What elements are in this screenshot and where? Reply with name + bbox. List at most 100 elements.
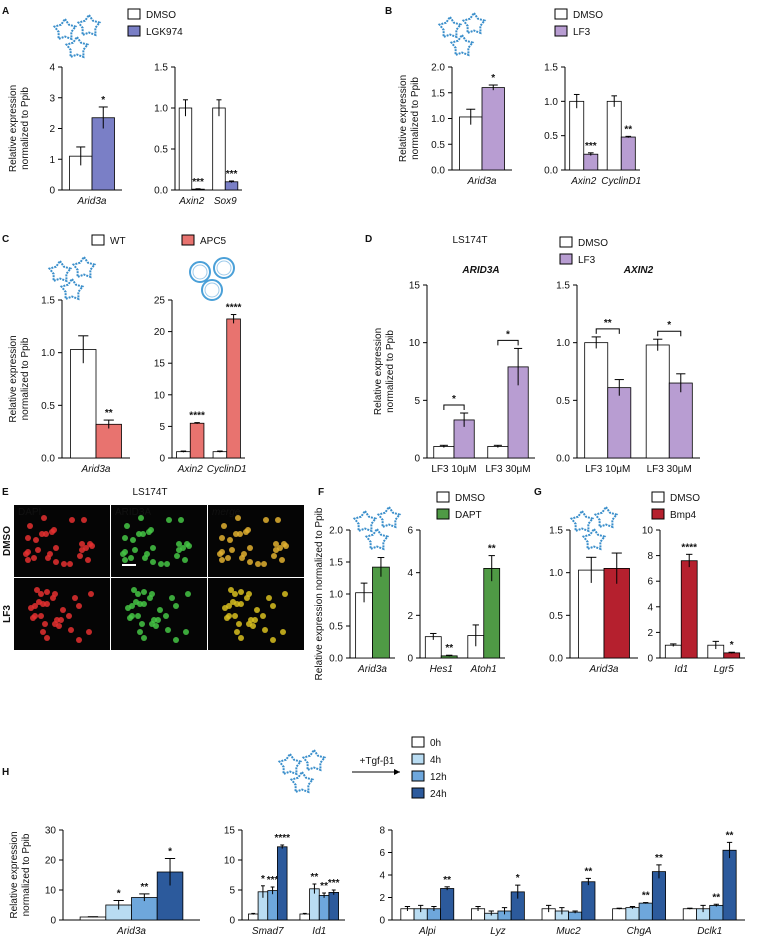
significance: **** bbox=[681, 542, 697, 553]
nucleus bbox=[136, 531, 142, 537]
nucleus bbox=[66, 613, 72, 619]
significance: ** bbox=[311, 872, 319, 883]
significance: * bbox=[168, 847, 172, 858]
nucleus bbox=[235, 515, 241, 521]
y-tick-label: 10 bbox=[642, 526, 654, 537]
subplot-title: ARID3A bbox=[461, 265, 499, 276]
nucleus bbox=[72, 595, 78, 601]
x-tick-label: Id1 bbox=[312, 926, 326, 937]
bar bbox=[433, 446, 455, 459]
nucleus bbox=[122, 549, 128, 555]
y-tick-label: 0.0 bbox=[431, 166, 445, 177]
bar bbox=[481, 87, 505, 171]
nucleus bbox=[25, 535, 31, 541]
y-tick-label: 2 bbox=[647, 628, 653, 639]
legend-label: DMSO bbox=[455, 493, 485, 504]
nucleus bbox=[281, 541, 287, 547]
nucleus bbox=[185, 591, 191, 597]
bar bbox=[424, 636, 442, 659]
bracket bbox=[443, 404, 465, 411]
nucleus bbox=[273, 541, 279, 547]
y-tick-label: 10 bbox=[45, 886, 57, 897]
legend-label: Bmp4 bbox=[670, 510, 697, 521]
significance: **** bbox=[274, 833, 290, 844]
nucleus bbox=[246, 591, 252, 597]
nucleus bbox=[68, 627, 74, 633]
nucleus bbox=[271, 553, 277, 559]
legend-label: LGK974 bbox=[146, 27, 183, 38]
y-tick-label: 25 bbox=[154, 296, 166, 307]
legend-label: DMSO bbox=[578, 238, 608, 249]
bar bbox=[709, 904, 724, 921]
bar bbox=[212, 107, 226, 191]
bar bbox=[267, 890, 278, 921]
legend-label: DMSO bbox=[670, 493, 700, 504]
nucleus bbox=[76, 603, 82, 609]
nucleus bbox=[44, 589, 50, 595]
bar bbox=[70, 349, 97, 459]
bar bbox=[299, 913, 310, 921]
bar bbox=[612, 908, 627, 921]
x-tick-label: Smad7 bbox=[252, 926, 284, 937]
nucleus bbox=[245, 527, 251, 533]
nucleus bbox=[79, 541, 85, 547]
x-tick-label: Lyz bbox=[490, 926, 505, 937]
cell-icon bbox=[376, 505, 402, 529]
y-axis-label: normalized to Ppib bbox=[21, 833, 32, 916]
cell-icon bbox=[301, 748, 327, 772]
legend-label: DAPT bbox=[455, 510, 482, 521]
y-tick-label: 1.5 bbox=[329, 558, 343, 569]
significance: ** bbox=[584, 866, 592, 877]
bar bbox=[328, 892, 339, 921]
y-tick-label: 2.0 bbox=[431, 63, 445, 74]
y-tick-label: 0.0 bbox=[154, 186, 168, 197]
legend-swatch bbox=[436, 508, 450, 520]
significance: * bbox=[667, 320, 671, 331]
x-tick-label: Hes1 bbox=[430, 664, 453, 675]
bar bbox=[372, 566, 390, 659]
cell-icon bbox=[64, 35, 90, 59]
x-tick-label: Id1 bbox=[674, 664, 688, 675]
cell-icon bbox=[277, 752, 303, 776]
x-tick-label: Atoh1 bbox=[470, 664, 497, 675]
y-tick-label: 0 bbox=[50, 916, 56, 927]
nucleus bbox=[238, 635, 244, 641]
legend-label: 4h bbox=[430, 755, 441, 766]
y-tick-label: 0.0 bbox=[544, 166, 558, 177]
y-tick-label: 15 bbox=[224, 826, 236, 837]
nucleus bbox=[232, 591, 238, 597]
y-tick-label: 15 bbox=[154, 359, 166, 370]
significance: *** bbox=[192, 177, 204, 188]
bar bbox=[318, 895, 330, 921]
nucleus bbox=[270, 637, 276, 643]
nucleus bbox=[44, 635, 50, 641]
y-tick-label: 1.0 bbox=[544, 97, 558, 108]
nucleus bbox=[173, 603, 179, 609]
y-tick-label: 0.0 bbox=[549, 654, 563, 665]
bar bbox=[355, 592, 373, 659]
legend-label: WT bbox=[110, 236, 126, 247]
nucleus bbox=[219, 557, 225, 563]
cell-icon bbox=[71, 255, 97, 279]
cell-icon bbox=[449, 33, 475, 57]
y-tick-label: 8 bbox=[379, 826, 385, 837]
y-tick-label: 10 bbox=[409, 338, 421, 349]
y-tick-label: 0.5 bbox=[544, 131, 558, 142]
bar bbox=[607, 387, 632, 459]
nucleus bbox=[141, 589, 147, 595]
panel-label: D bbox=[365, 234, 372, 245]
cell-icon bbox=[461, 11, 487, 35]
nucleus bbox=[53, 559, 59, 565]
nucleus bbox=[141, 635, 147, 641]
cell-icon bbox=[192, 264, 208, 280]
y-tick-label: 1.0 bbox=[41, 348, 55, 359]
y-axis-label: Relative expression bbox=[373, 328, 384, 415]
legend-label: APC5 bbox=[200, 236, 227, 247]
y-tick-label: 0 bbox=[414, 454, 420, 465]
y-tick-label: 3 bbox=[49, 93, 55, 104]
significance: *** bbox=[267, 875, 279, 886]
nucleus bbox=[144, 551, 150, 557]
nucleus bbox=[150, 559, 156, 565]
y-tick-label: 1.5 bbox=[154, 63, 168, 74]
